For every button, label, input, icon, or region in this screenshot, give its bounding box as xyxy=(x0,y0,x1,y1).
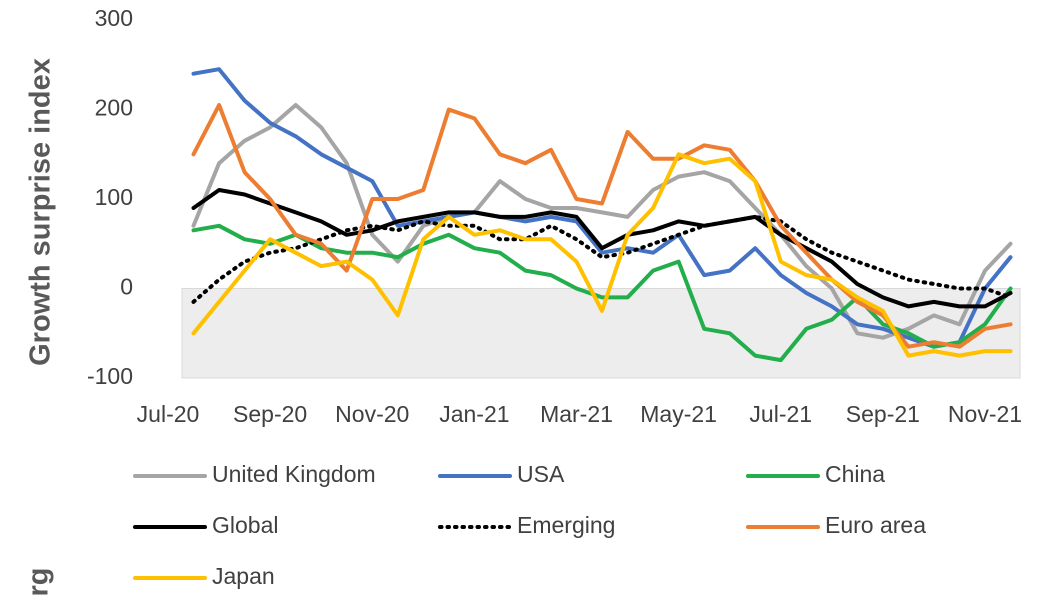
series-line xyxy=(191,103,1013,340)
negative-zone xyxy=(181,288,1021,379)
x-tick-label: Nov-21 xyxy=(948,401,1022,427)
x-tick-label: Jan-21 xyxy=(439,401,509,427)
x-tick-label: Sep-20 xyxy=(233,401,307,427)
x-tick-label: Mar-21 xyxy=(540,401,613,427)
series-line xyxy=(191,214,1013,304)
source-fragment: rg xyxy=(23,568,55,596)
y-axis-label: Growth surprise index xyxy=(25,58,57,366)
legend-label: USA xyxy=(517,461,565,487)
x-tick-label: May-21 xyxy=(640,401,717,427)
x-tick-label: Nov-20 xyxy=(335,401,409,427)
series-line xyxy=(191,152,1013,358)
legend-label: Japan xyxy=(212,563,275,589)
y-tick-label: -100 xyxy=(87,363,133,389)
legend-label: Global xyxy=(212,512,278,538)
y-tick-label: 300 xyxy=(95,5,133,31)
x-tick-label: Jul-20 xyxy=(137,401,200,427)
y-tick-label: 200 xyxy=(95,95,133,121)
y-tick-label: 100 xyxy=(95,184,133,210)
series-line xyxy=(191,103,1013,349)
x-tick-label: Jul-21 xyxy=(749,401,812,427)
y-tick-label: 0 xyxy=(120,274,133,300)
x-tick-label: Sep-21 xyxy=(846,401,920,427)
series-line xyxy=(191,67,1013,349)
series-line xyxy=(191,188,1013,309)
legend-label: United Kingdom xyxy=(212,461,376,487)
legend-label: Euro area xyxy=(825,512,926,538)
legend-label: China xyxy=(825,461,885,487)
series-line xyxy=(191,223,1013,363)
legend-label: Emerging xyxy=(517,512,615,538)
